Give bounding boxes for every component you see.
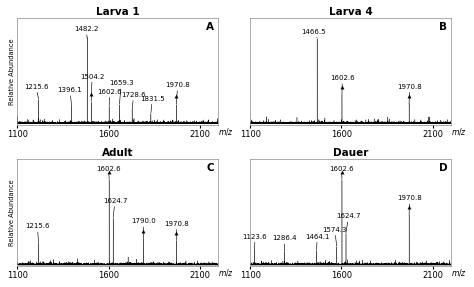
Text: $\it{m/z}$: $\it{m/z}$ [218, 126, 234, 137]
Text: 1970.8: 1970.8 [397, 84, 422, 104]
Text: 1624.7: 1624.7 [103, 198, 127, 218]
Text: 1970.8: 1970.8 [165, 82, 190, 104]
Text: 1602.6: 1602.6 [330, 75, 355, 95]
Text: D: D [439, 163, 447, 173]
Text: 1602.6: 1602.6 [98, 89, 122, 106]
Text: 1970.8: 1970.8 [397, 195, 422, 215]
Text: 1728.6: 1728.6 [121, 92, 146, 111]
Title: Larva 4: Larva 4 [329, 7, 373, 17]
Text: 1286.4: 1286.4 [273, 235, 297, 251]
Y-axis label: Relative Abundance: Relative Abundance [9, 38, 15, 104]
Text: 1215.6: 1215.6 [24, 84, 48, 99]
Text: A: A [206, 22, 214, 32]
Title: Adult: Adult [102, 148, 134, 158]
Text: $\it{m/z}$: $\it{m/z}$ [218, 267, 234, 278]
Text: 1215.6: 1215.6 [25, 223, 50, 243]
Title: Dauer: Dauer [333, 148, 368, 158]
Title: Larva 1: Larva 1 [96, 7, 139, 17]
Text: 1123.6: 1123.6 [243, 234, 267, 250]
Text: 1790.0: 1790.0 [131, 218, 156, 239]
Text: 1504.2: 1504.2 [80, 73, 104, 102]
Text: $\it{m/z}$: $\it{m/z}$ [451, 126, 467, 137]
Text: 1831.5: 1831.5 [140, 96, 164, 113]
Text: 1574.3: 1574.3 [322, 227, 347, 246]
Text: 1602.6: 1602.6 [96, 166, 121, 179]
Text: 1624.7: 1624.7 [336, 213, 361, 233]
Text: B: B [439, 22, 447, 32]
Text: 1602.6: 1602.6 [329, 166, 354, 179]
Text: 1464.1: 1464.1 [305, 234, 329, 250]
Text: 1466.5: 1466.5 [301, 29, 326, 38]
Text: 1396.1: 1396.1 [58, 87, 82, 105]
Text: 1970.8: 1970.8 [164, 221, 190, 241]
Y-axis label: Relative Abundance: Relative Abundance [9, 179, 15, 246]
Text: 1482.2: 1482.2 [74, 26, 98, 38]
Text: $\it{m/z}$: $\it{m/z}$ [451, 267, 467, 278]
Text: 1659.3: 1659.3 [109, 80, 134, 104]
Text: C: C [206, 163, 214, 173]
